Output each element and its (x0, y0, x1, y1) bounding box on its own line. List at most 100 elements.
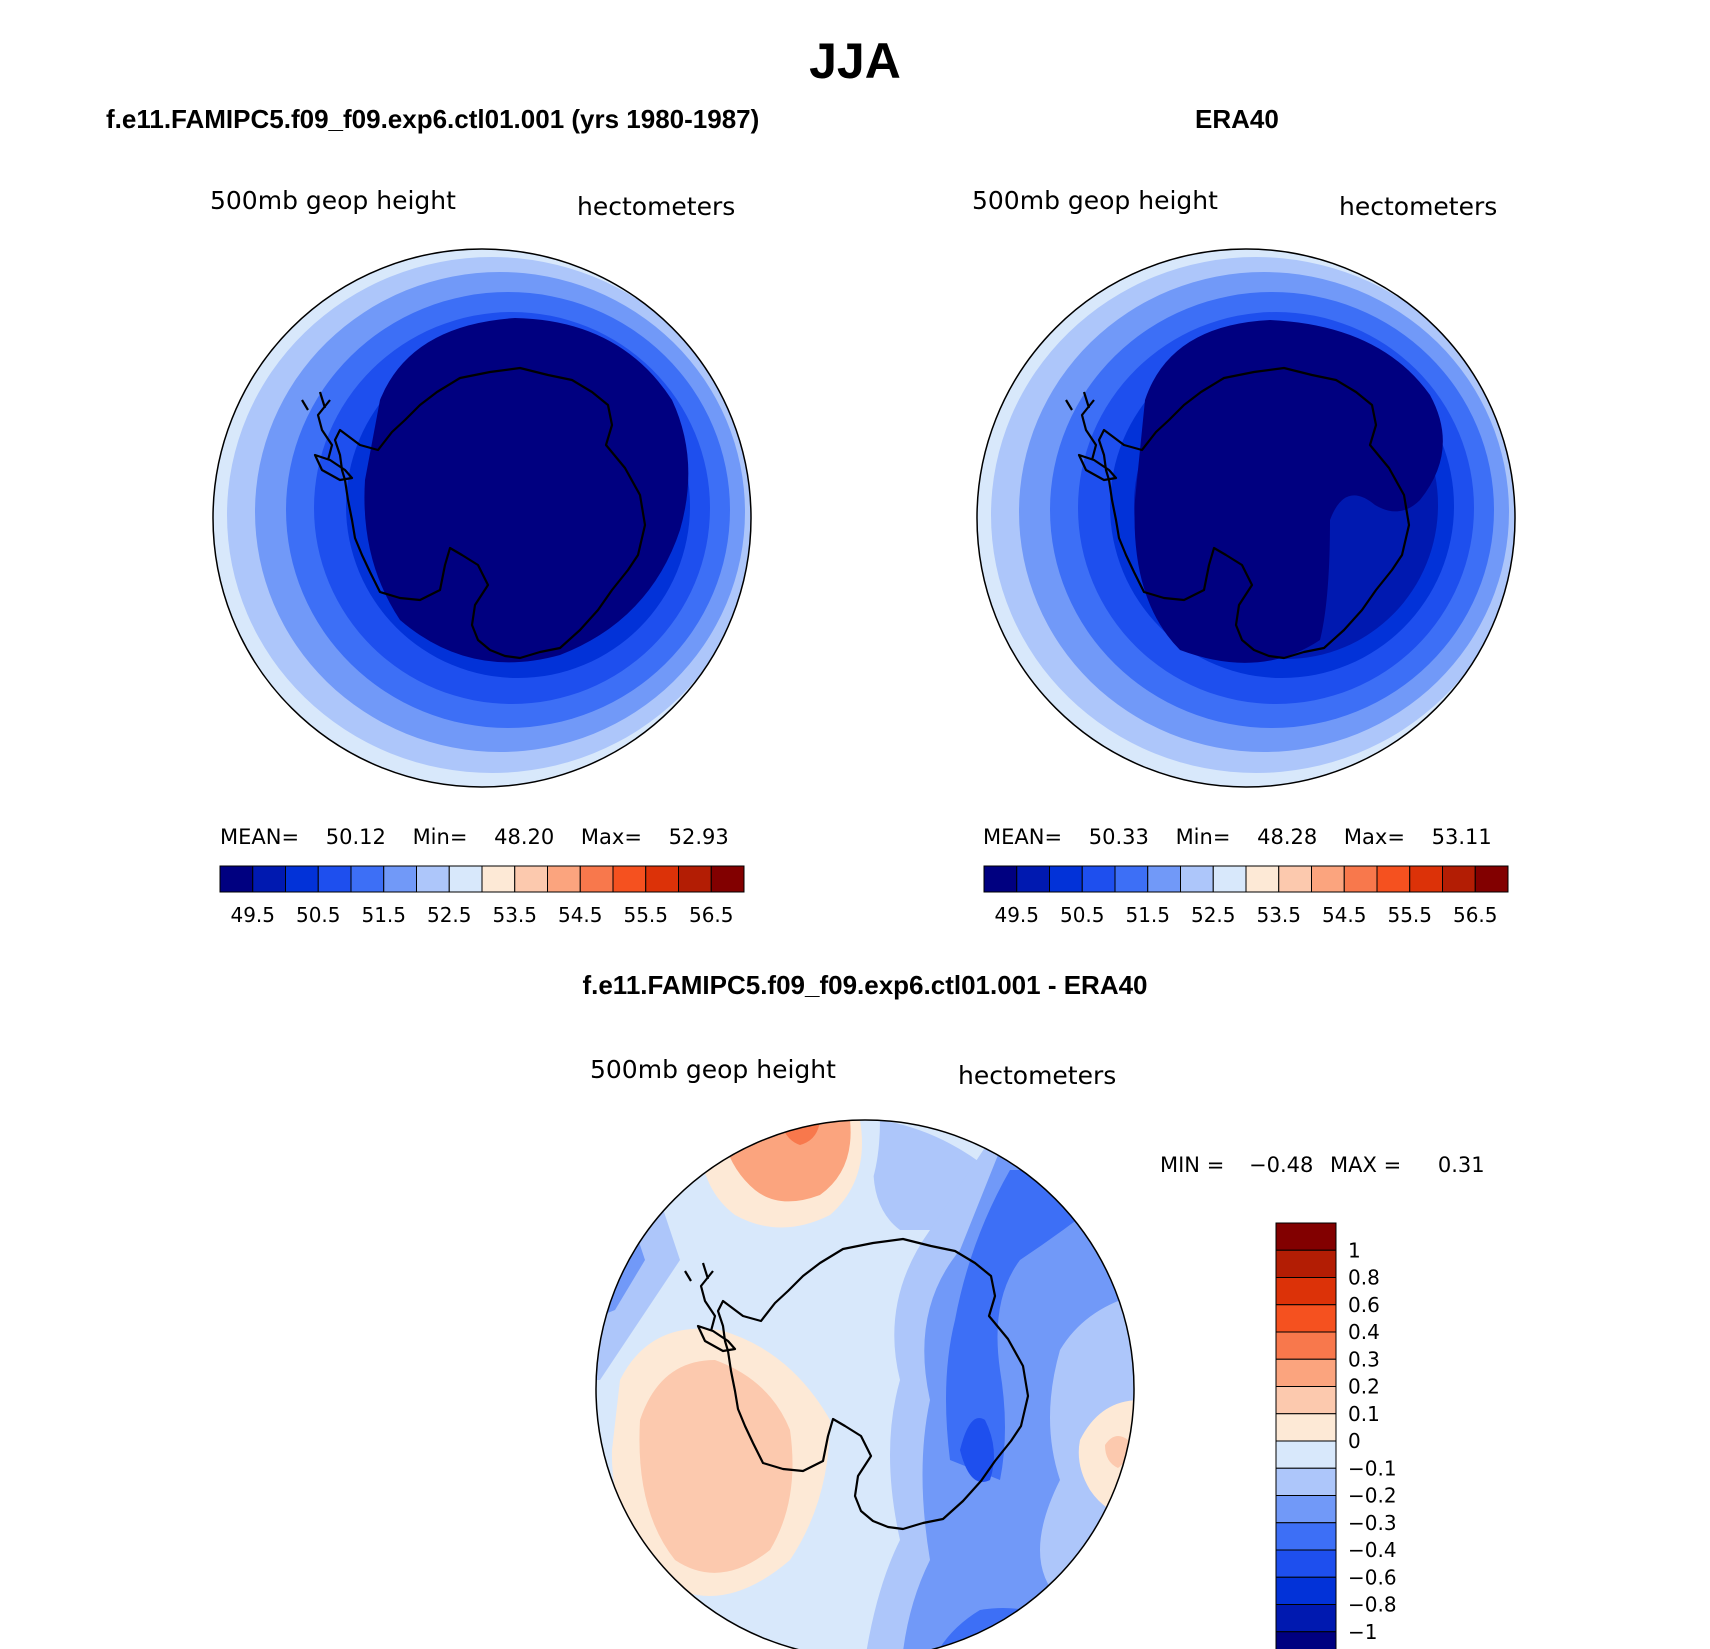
colorbar-swatch (1474, 865, 1509, 893)
contour-band (1105, 1436, 1129, 1468)
colorbar-swatch (1275, 1549, 1337, 1578)
colorbar-tick-label: 0.3 (1348, 1347, 1380, 1371)
colorbar-tick-label: 0 (1348, 1429, 1361, 1453)
colorbar-tick-label: 52.5 (1191, 903, 1236, 927)
colorbar-swatch (416, 865, 450, 893)
colorbar-swatch (1311, 865, 1345, 893)
colorbar-swatch (1275, 1467, 1337, 1496)
obs-stats: MEAN= 50.33 Min= 48.28 Max= 53.11 (983, 825, 1492, 849)
colorbar-swatch (1180, 865, 1214, 893)
diff-map (595, 1119, 1135, 1649)
colorbar-swatch (1275, 1358, 1337, 1387)
colorbar-tick-label: 55.5 (1387, 903, 1432, 927)
colorbar-swatch (1409, 865, 1443, 893)
colorbar-swatch (1275, 1604, 1337, 1633)
contour-band (1050, 1130, 1134, 1220)
colorbar-swatch (219, 865, 254, 893)
colorbar-swatch (317, 865, 352, 893)
colorbar-swatch (481, 865, 516, 893)
colorbar-swatch (1275, 1440, 1337, 1469)
colorbar-tick-label: 49.5 (994, 903, 1039, 927)
mean-value: 50.12 (325, 825, 386, 849)
max-label: Max= (580, 825, 642, 849)
max-value: 52.93 (668, 825, 729, 849)
max-value: 53.11 (1431, 825, 1492, 849)
colorbar-tick-label: 0.1 (1348, 1402, 1380, 1426)
diff-colorbar: 1 0.8 0.6 0.4 0.3 0.2 0.1 0 −0.1 −0.2 −0.3 −0.4 −0.6… (1275, 1222, 1397, 1649)
colorbar-swatch (1275, 1413, 1337, 1442)
mean-value: 50.33 (1088, 825, 1149, 849)
colorbar-tick-label: 53.5 (492, 903, 537, 927)
colorbar-swatch (1275, 1576, 1337, 1605)
diff-stats: MIN = −0.48 MAX = 0.31 (1160, 1153, 1485, 1177)
colorbar-swatch (1275, 1304, 1337, 1333)
colorbar-tick-label: 49.5 (230, 903, 275, 927)
colorbar-tick-label: 51.5 (361, 903, 406, 927)
min-value: −0.48 (1248, 1153, 1314, 1177)
max-value: 0.31 (1437, 1153, 1485, 1177)
max-label: Max= (1343, 825, 1405, 849)
colorbar-tick-label: −0.1 (1348, 1456, 1397, 1480)
colorbar-swatch (252, 865, 286, 893)
diff-variable-label: 500mb geop height (590, 1055, 836, 1084)
model-variable-label: 500mb geop height (210, 186, 456, 215)
colorbar-swatch (579, 865, 614, 893)
colorbar-swatch (1275, 1495, 1337, 1524)
obs-case-title: ERA40 (1195, 104, 1279, 134)
obs-variable-label: 500mb geop height (972, 186, 1218, 215)
colorbar-swatch (1114, 865, 1149, 893)
min-value: 48.20 (494, 825, 555, 849)
model-case-title: f.e11.FAMIPC5.f09_f09.exp6.ctl01.001 (yr… (106, 104, 760, 134)
colorbar-tick-label: 50.5 (1060, 903, 1105, 927)
min-label: Min= (412, 825, 468, 849)
colorbar-swatch (1275, 1249, 1337, 1278)
colorbar-tick-label: −1 (1348, 1620, 1377, 1644)
obs-units-label: hectometers (1339, 192, 1498, 221)
obs-map (976, 248, 1516, 788)
colorbar-swatch (1275, 1277, 1337, 1306)
colorbar-tick-label: 54.5 (558, 903, 603, 927)
colorbar-tick-label: −0.2 (1348, 1484, 1397, 1508)
colorbar-swatch (1147, 865, 1181, 893)
colorbar-swatch (1245, 865, 1280, 893)
colorbar-swatch (1081, 865, 1116, 893)
colorbar-tick-label: 0.4 (1348, 1320, 1380, 1344)
colorbar-tick-label: 0.6 (1348, 1293, 1380, 1317)
colorbar-tick-label: 56.5 (1453, 903, 1498, 927)
colorbar-swatch (547, 865, 581, 893)
colorbar-tick-label: 54.5 (1322, 903, 1367, 927)
colorbar-swatch (612, 865, 647, 893)
colorbar-swatch (1275, 1386, 1337, 1415)
colorbar-tick-label: −0.4 (1348, 1538, 1397, 1562)
colorbar-tick-label: 53.5 (1256, 903, 1301, 927)
colorbar-swatch (448, 865, 483, 893)
contour-band (960, 1418, 994, 1482)
colorbar-swatch (1275, 1222, 1337, 1251)
contour-band (1134, 320, 1443, 663)
colorbar-tick-label: 50.5 (296, 903, 341, 927)
colorbar-tick-label: −0.3 (1348, 1511, 1397, 1535)
colorbar-swatch (383, 865, 417, 893)
colorbar-swatch (1275, 1522, 1337, 1551)
colorbar-swatch (1016, 865, 1050, 893)
colorbar-tick-label: 0.8 (1348, 1266, 1380, 1290)
colorbar-tick-label: −0.6 (1348, 1565, 1397, 1589)
contour-band (639, 1360, 793, 1573)
colorbar-tick-label: −0.8 (1348, 1593, 1397, 1617)
colorbar-swatch (645, 865, 679, 893)
colorbar-tick-label: 1 (1348, 1238, 1361, 1262)
colorbar-swatch (285, 865, 319, 893)
contour-band (946, 1170, 1134, 1480)
antarctica-coastline (301, 366, 647, 660)
colorbar-tick-label: 52.5 (427, 903, 472, 927)
colorbar-swatch (983, 865, 1018, 893)
colorbar-tick-label: 56.5 (689, 903, 734, 927)
antarctica-coastline (684, 1237, 1030, 1531)
diff-units-label: hectometers (958, 1061, 1117, 1090)
colorbar-swatch (1212, 865, 1247, 893)
colorbar-swatch (1275, 1331, 1337, 1360)
model-units-label: hectometers (577, 192, 736, 221)
colorbar-swatch (1049, 865, 1083, 893)
colorbar-tick-label: 51.5 (1125, 903, 1170, 927)
